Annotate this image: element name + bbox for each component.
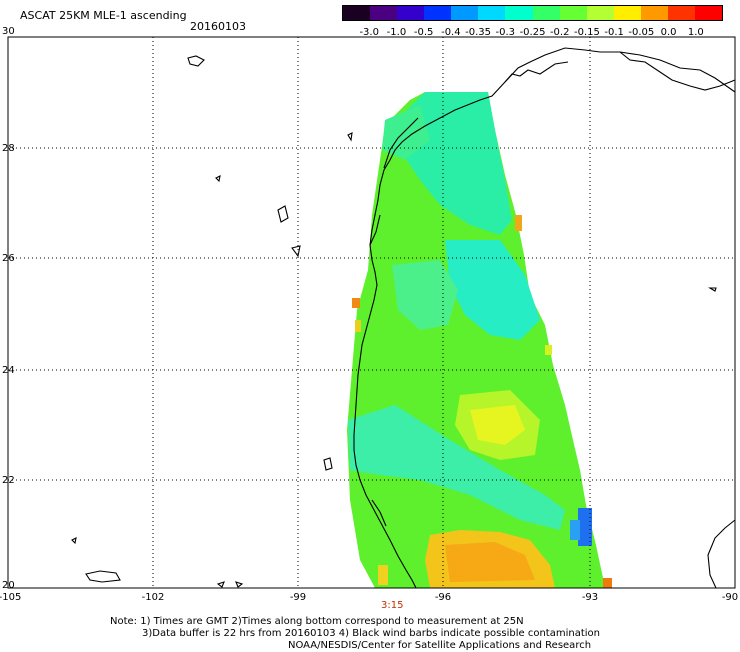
colorbar-label: -1.0 (386, 27, 407, 38)
y-tick-22: 22 (2, 475, 15, 486)
x-tick-99: -99 (289, 592, 307, 603)
colorbar-label: -3.0 (359, 27, 379, 38)
x-tick-90: -90 (721, 592, 739, 603)
y-tick-20: 20 (2, 580, 15, 591)
colorbar-label: -0.2 (549, 27, 570, 38)
note-line-3: NOAA/NESDIS/Center for Satellite Applica… (288, 640, 592, 651)
y-tick-26: 26 (2, 253, 15, 264)
x-tick-96: -96 (434, 592, 452, 603)
note-line-2: 3)Data buffer is 22 hrs from 20160103 4)… (142, 628, 600, 639)
colorbar-segment (505, 6, 533, 20)
y-tick-28: 28 (2, 143, 15, 154)
plot-frame (7, 36, 736, 589)
colorbar-label: -0.25 (519, 27, 546, 38)
chart-date: 20160103 (190, 20, 246, 33)
y-tick-30: 30 (2, 26, 15, 37)
data-swath (347, 92, 612, 588)
colorbar-segment (586, 6, 614, 20)
time-label: 3:15 (381, 600, 404, 611)
colorbar-label: -0.4 (441, 27, 461, 38)
colorbar-segment (640, 6, 668, 20)
colorbar-label: -0.5 (413, 27, 434, 38)
colorbar-labels: -3.0 -1.0 -0.5 -0.4 -0.35 -0.3 -0.25 -0.2 -0.15-… (330, 27, 730, 39)
colorbar-segment (613, 6, 641, 20)
colorbar-segment (451, 6, 479, 20)
colorbar-label: 1.0 (687, 27, 704, 38)
y-tick-24: 24 (2, 365, 15, 376)
x-tick-93: -93 (581, 592, 599, 603)
colorbar-label: -0.3 (495, 27, 516, 38)
colorbar (342, 5, 723, 21)
coastline (71, 47, 736, 589)
colorbar-label: -0.05 (628, 27, 655, 38)
notes: Note: 1) Times are GMT 2)Times along bot… (110, 616, 600, 652)
colorbar-segment (397, 6, 425, 20)
colorbar-segment (667, 6, 696, 20)
colorbar-segment (695, 6, 723, 20)
colorbar-label: -0.35 (465, 27, 491, 38)
colorbar-segment (424, 6, 452, 20)
colorbar-segment (343, 6, 371, 20)
colorbar-segment (478, 6, 506, 20)
colorbar-label: -0.15 (573, 27, 600, 38)
x-tick-102: -102 (141, 592, 165, 603)
colorbar-label: -0.1 (604, 27, 624, 38)
colorbar-label: 0.0 (660, 27, 677, 38)
chart-title: ASCAT 25KM MLE-1 ascending (20, 9, 187, 22)
colorbar-segment (370, 6, 398, 20)
colorbar-segment (532, 6, 560, 20)
colorbar-segment (559, 6, 587, 20)
note-line-1: Note: 1) Times are GMT 2)Times along bot… (110, 616, 524, 627)
x-tick-105: -105 (0, 592, 22, 603)
